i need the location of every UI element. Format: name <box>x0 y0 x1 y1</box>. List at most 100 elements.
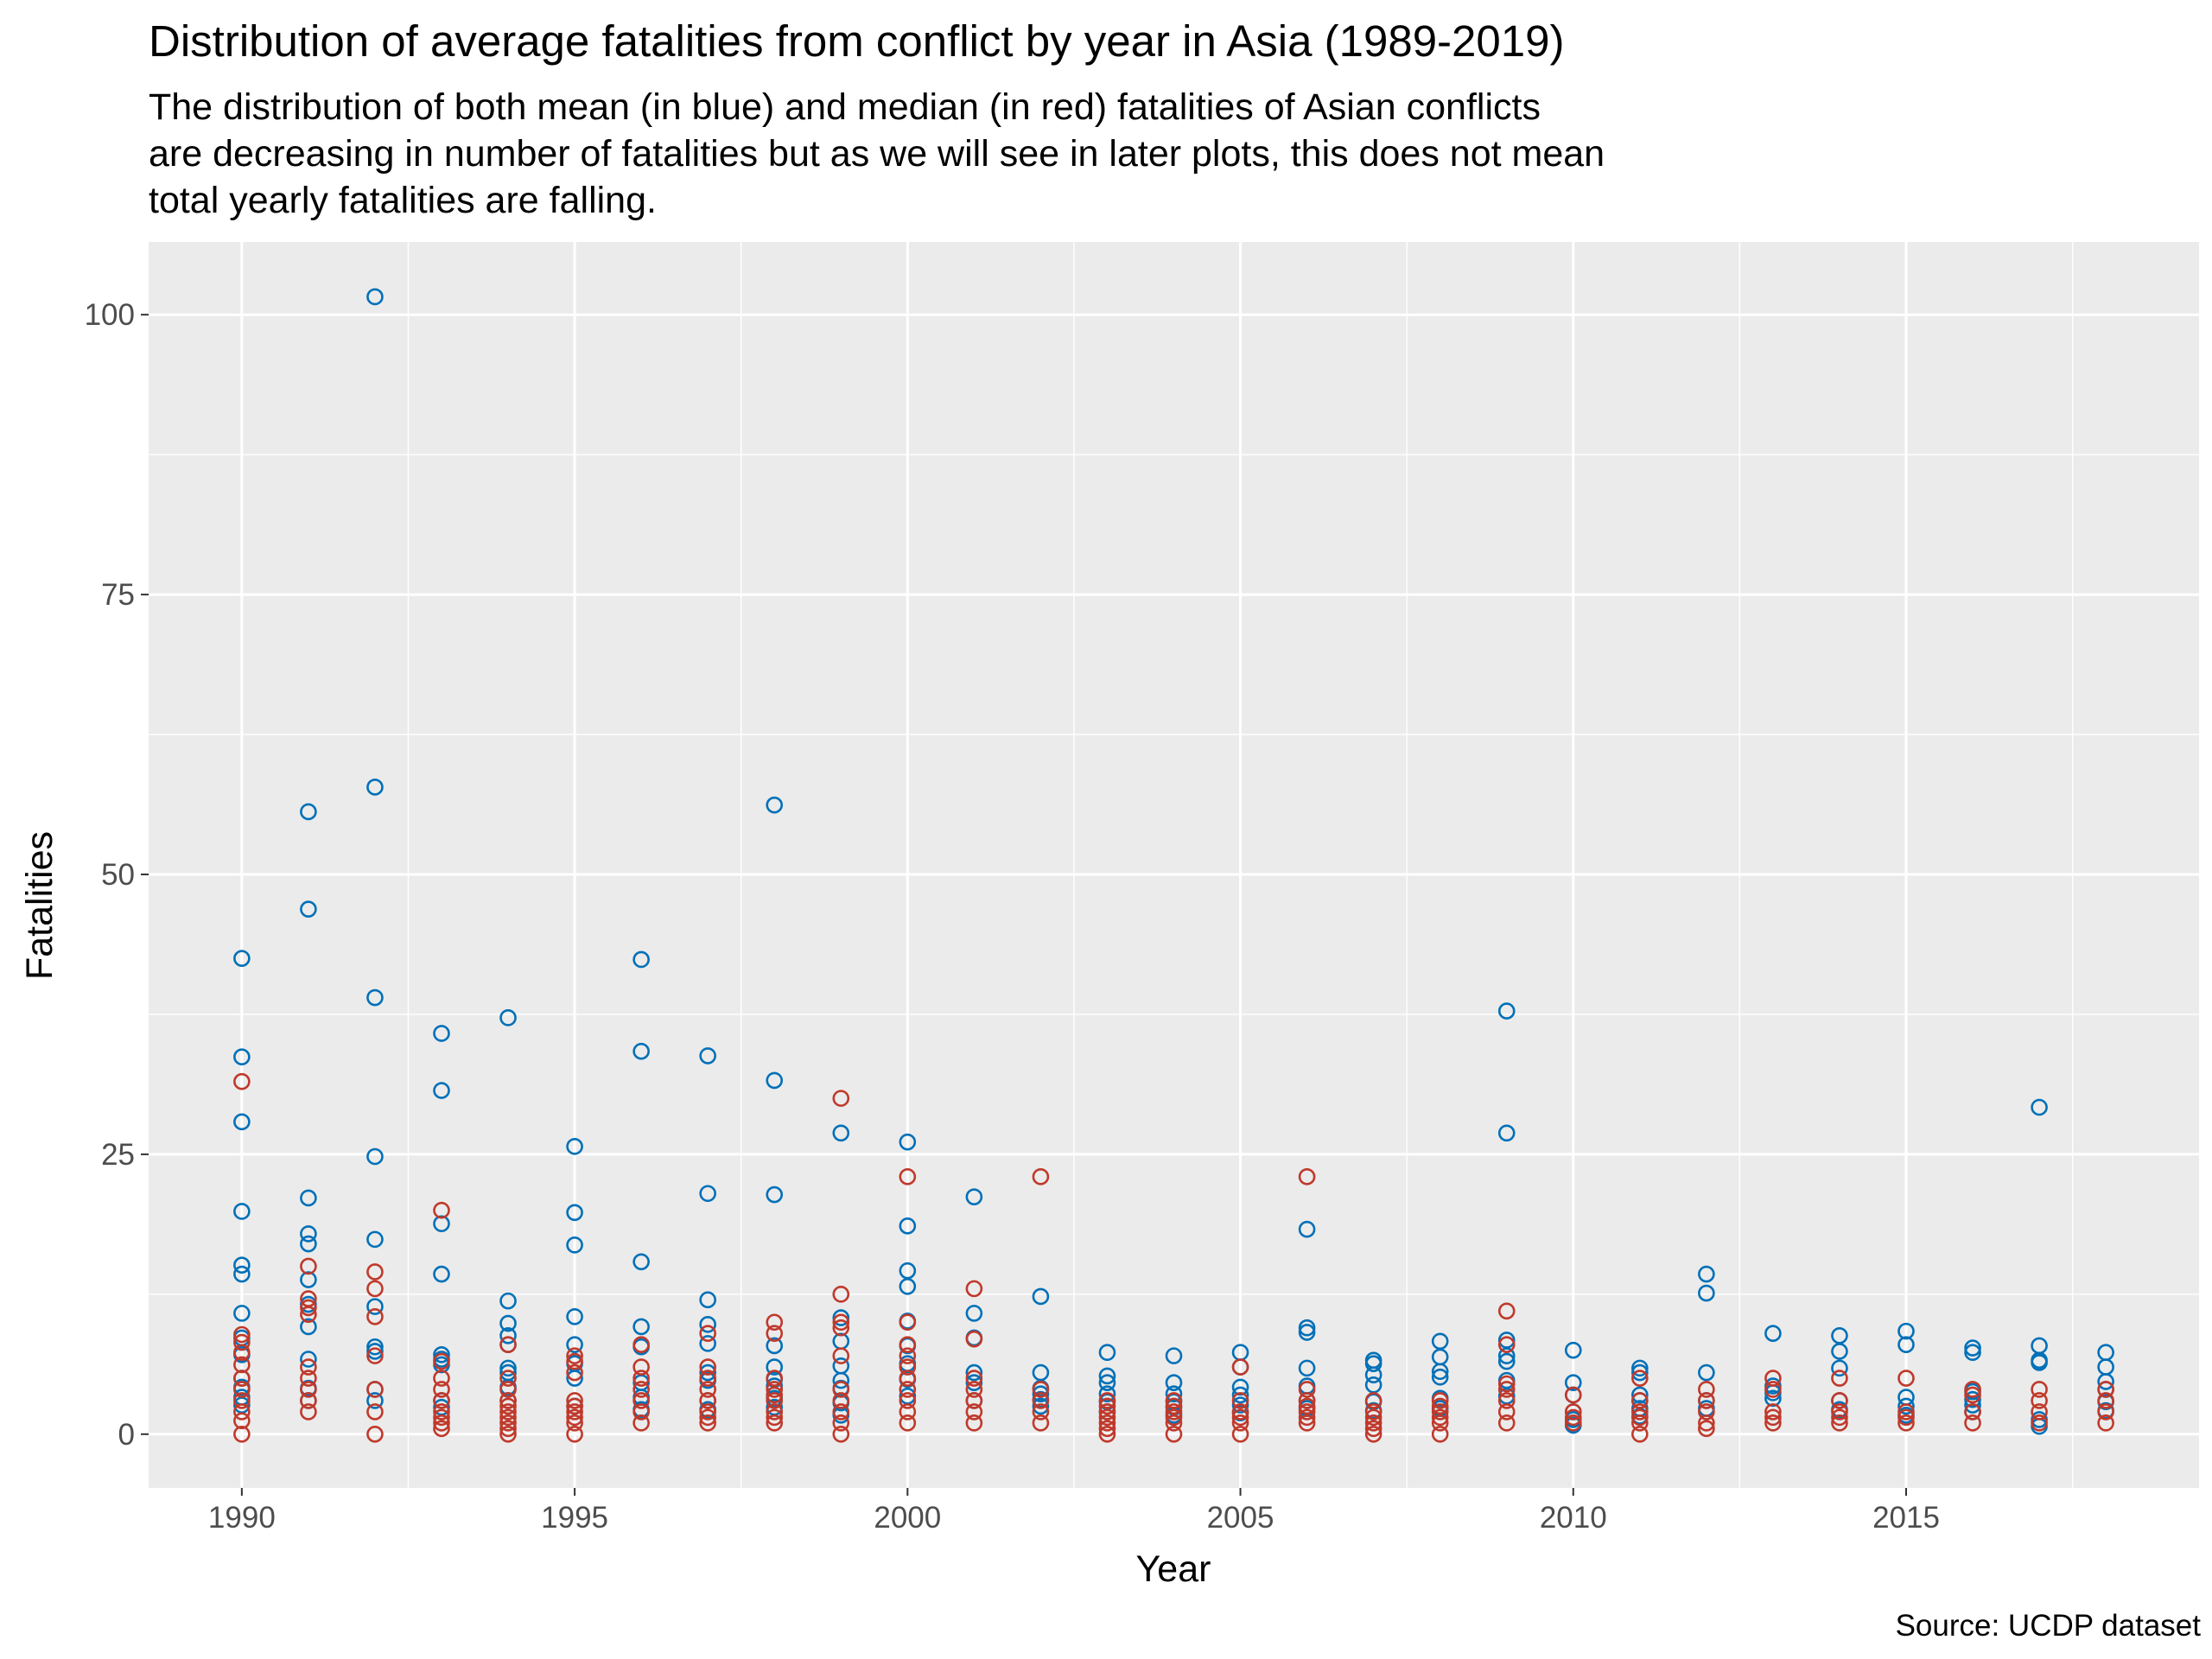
mean-point <box>1231 1396 1249 1414</box>
median-point <box>1497 1336 1516 1353</box>
median-point <box>433 1352 450 1370</box>
mean-point <box>1964 1390 1981 1408</box>
mean-point <box>366 1343 384 1360</box>
median-point <box>632 1358 650 1376</box>
mean-point <box>899 1133 917 1151</box>
median-point <box>965 1381 983 1398</box>
mean-point <box>366 288 384 306</box>
median-point <box>433 1403 450 1421</box>
mean-point <box>1165 1374 1183 1392</box>
median-point <box>233 1392 251 1409</box>
median-point <box>433 1370 450 1387</box>
mean-point <box>766 1071 784 1090</box>
median-point <box>1564 1403 1582 1421</box>
mean-point <box>1631 1363 1649 1382</box>
mean-point <box>566 1236 583 1254</box>
median-point <box>1764 1414 1782 1432</box>
mean-point <box>2097 1373 2114 1390</box>
mean-point <box>300 1225 317 1243</box>
median-point <box>1831 1414 1848 1432</box>
median-point <box>699 1358 716 1376</box>
series-median <box>233 1072 2114 1443</box>
median-point <box>899 1370 917 1387</box>
mean-point <box>1764 1389 1782 1408</box>
mean-point <box>1564 1374 1582 1392</box>
mean-point <box>366 1338 384 1356</box>
mean-point <box>965 1363 983 1382</box>
median-point <box>766 1392 784 1409</box>
mean-point <box>1364 1366 1382 1383</box>
median-point <box>1231 1358 1249 1376</box>
median-point <box>632 1392 650 1409</box>
mean-point <box>1231 1386 1249 1404</box>
median-point <box>632 1370 650 1387</box>
median-point <box>965 1403 983 1421</box>
mean-point <box>699 1335 716 1352</box>
mean-point <box>2031 1354 2048 1371</box>
median-point <box>1364 1426 1382 1443</box>
median-point <box>1098 1414 1116 1432</box>
mean-point <box>1897 1322 1915 1340</box>
median-point <box>300 1299 317 1317</box>
median-point <box>366 1263 384 1281</box>
median-point <box>832 1319 850 1337</box>
median-point <box>1032 1392 1050 1409</box>
median-point <box>1897 1403 1915 1421</box>
mean-point <box>766 796 784 814</box>
median-point <box>233 1325 251 1344</box>
median-point <box>1364 1403 1382 1421</box>
median-point <box>965 1414 983 1432</box>
median-point <box>1897 1370 1915 1387</box>
median-point <box>832 1347 850 1364</box>
mean-point <box>566 1307 583 1325</box>
median-point <box>832 1313 850 1332</box>
mean-point <box>566 1204 583 1222</box>
median-point <box>1165 1403 1183 1421</box>
mean-point <box>1098 1374 1116 1392</box>
median-point <box>1165 1392 1183 1409</box>
median-point <box>1098 1397 1116 1415</box>
mean-point <box>1564 1341 1582 1359</box>
median-point <box>366 1280 384 1298</box>
median-point <box>233 1356 251 1374</box>
median-point <box>1497 1403 1516 1421</box>
median-point <box>499 1397 517 1415</box>
median-point <box>899 1392 917 1409</box>
median-point <box>1764 1370 1782 1387</box>
median-point <box>766 1381 784 1398</box>
y-axis-label: Fatalities <box>19 831 60 980</box>
median-point <box>233 1333 251 1351</box>
x-tick-label: 2005 <box>1207 1501 1274 1535</box>
median-point <box>2097 1381 2114 1398</box>
median-point <box>366 1347 384 1364</box>
mean-point <box>1098 1385 1116 1402</box>
median-point <box>1631 1403 1649 1421</box>
median-point <box>1897 1408 1915 1427</box>
median-point <box>899 1358 917 1376</box>
mean-point <box>233 1305 251 1322</box>
mean-point <box>1032 1287 1050 1306</box>
median-point <box>1231 1414 1249 1432</box>
median-point <box>1098 1403 1116 1421</box>
median-point <box>566 1426 583 1443</box>
median-point <box>766 1408 784 1427</box>
median-point <box>766 1414 784 1432</box>
median-point <box>300 1381 317 1398</box>
median-point <box>499 1426 517 1443</box>
median-point <box>2031 1381 2048 1398</box>
mean-point <box>899 1217 917 1235</box>
y-tick-label: 50 <box>101 858 135 892</box>
median-point <box>832 1403 850 1421</box>
median-point <box>499 1420 517 1438</box>
mean-point <box>366 1147 384 1166</box>
data-points <box>233 288 2114 1443</box>
mean-point <box>1032 1385 1050 1402</box>
median-point <box>1964 1403 1981 1421</box>
median-point <box>300 1306 317 1323</box>
mean-point <box>1298 1319 1316 1337</box>
median-point <box>1431 1414 1449 1432</box>
median-point <box>766 1325 784 1343</box>
median-point <box>433 1420 450 1438</box>
median-point <box>1564 1408 1582 1427</box>
median-point <box>632 1403 650 1421</box>
